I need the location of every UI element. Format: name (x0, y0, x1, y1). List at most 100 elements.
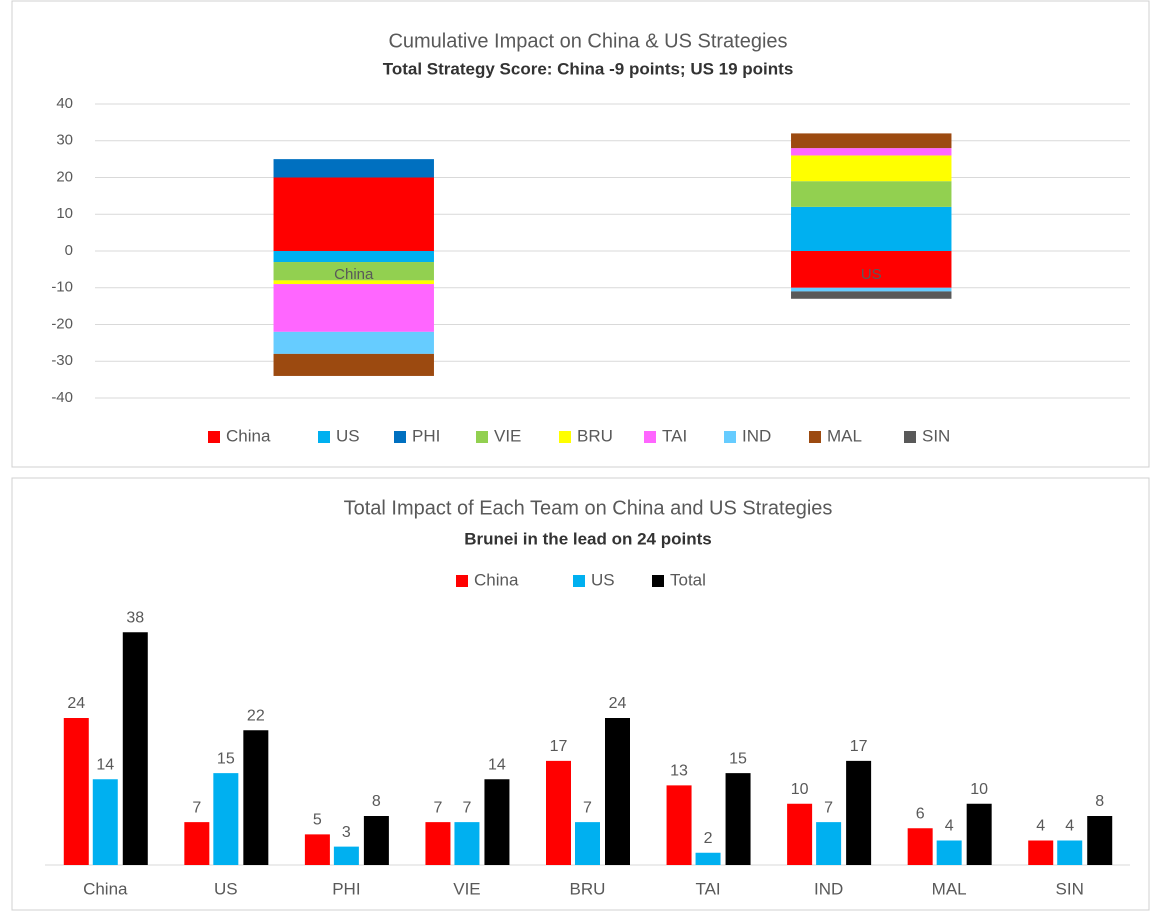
value-label: 4 (1036, 818, 1045, 835)
bar (1057, 840, 1083, 865)
bar (695, 852, 721, 865)
value-label: 5 (313, 812, 322, 829)
bar (425, 822, 451, 865)
x-tick-label: PHI (332, 879, 360, 898)
legend-label: US (336, 426, 360, 445)
bar-segment (791, 251, 952, 288)
value-label: 3 (342, 824, 351, 841)
value-label: 4 (945, 818, 954, 835)
x-tick-label: BRU (570, 879, 606, 898)
bar (907, 828, 933, 865)
bar-segment (273, 262, 434, 281)
chart-title: Total Impact of Each Team on China and U… (344, 497, 833, 519)
y-tick-label: 30 (56, 132, 73, 149)
value-label: 4 (1065, 818, 1074, 835)
value-label: 14 (96, 756, 114, 773)
legend-swatch (318, 431, 330, 443)
bar (846, 760, 872, 865)
bar (213, 773, 239, 865)
legend-swatch (394, 431, 406, 443)
bar (363, 816, 389, 865)
x-tick-label: VIE (453, 879, 480, 898)
bar-segment (791, 155, 952, 182)
bar-segment (791, 181, 952, 207)
value-label: 7 (462, 799, 471, 816)
bar (725, 773, 751, 865)
bar (63, 718, 89, 865)
x-tick-label: SIN (1056, 879, 1084, 898)
bar-segment (791, 133, 952, 149)
legend-swatch (904, 431, 916, 443)
legend-label: VIE (494, 426, 521, 445)
bar (546, 760, 571, 865)
legend-swatch (652, 575, 664, 587)
bar-segment (791, 206, 952, 251)
value-label: 22 (247, 707, 265, 724)
bar (1087, 816, 1113, 865)
legend-label: PHI (412, 426, 440, 445)
x-tick-label: TAI (695, 879, 720, 898)
value-label: 24 (609, 695, 627, 712)
y-tick-label: 40 (56, 95, 73, 112)
legend-label: BRU (577, 426, 613, 445)
legend-label: China (474, 570, 519, 589)
bar-segment (273, 353, 434, 376)
bar (1028, 840, 1054, 865)
y-tick-label: -10 (51, 279, 73, 296)
x-tick-label: IND (814, 879, 843, 898)
legend-label: US (591, 570, 615, 589)
value-label: 15 (729, 750, 747, 767)
panel (11, 0, 1150, 468)
bar (243, 730, 269, 865)
bar (122, 632, 148, 865)
value-label: 17 (850, 738, 868, 755)
bar (666, 785, 692, 865)
value-label: 6 (916, 805, 925, 822)
y-tick-label: -20 (51, 315, 73, 332)
value-label: 7 (583, 799, 592, 816)
category-label: US (861, 266, 882, 283)
bar (333, 846, 359, 865)
value-label: 14 (488, 756, 506, 773)
legend-swatch (208, 431, 220, 443)
y-tick-label: 20 (56, 168, 73, 185)
legend-swatch (573, 575, 585, 587)
category-label: China (334, 266, 374, 283)
bar (304, 834, 330, 865)
legend-label: SIN (922, 426, 950, 445)
value-label: 24 (67, 695, 85, 712)
value-label: 7 (824, 799, 833, 816)
bar-segment (791, 148, 952, 156)
legend-label: MAL (827, 426, 862, 445)
value-label: 17 (550, 738, 568, 755)
value-label: 10 (970, 781, 988, 798)
bar (575, 822, 600, 865)
bar (936, 840, 962, 865)
legend-swatch (644, 431, 656, 443)
y-tick-label: -30 (51, 352, 73, 369)
value-label: 8 (1095, 793, 1104, 810)
chart-subtitle: Brunei in the lead on 24 points (464, 529, 711, 548)
legend-swatch (456, 575, 468, 587)
legend-label: China (226, 426, 271, 445)
legend-swatch (809, 431, 821, 443)
bar (966, 803, 992, 865)
bar (787, 803, 813, 865)
bar (605, 718, 630, 865)
bar-segment (273, 177, 434, 251)
y-tick-label: 10 (56, 205, 73, 222)
bar-segment (273, 284, 434, 332)
x-tick-label: US (214, 879, 238, 898)
legend-swatch (476, 431, 488, 443)
bar (816, 822, 842, 865)
value-label: 13 (670, 763, 688, 780)
bar (454, 822, 480, 865)
y-tick-label: -40 (51, 389, 73, 406)
x-tick-label: China (83, 879, 128, 898)
bar (92, 779, 118, 865)
bar-segment (791, 287, 952, 292)
chart-subtitle: Total Strategy Score: China -9 points; U… (383, 59, 794, 78)
value-label: 15 (217, 750, 235, 767)
x-tick-label: MAL (932, 879, 967, 898)
y-tick-label: 0 (65, 242, 73, 259)
